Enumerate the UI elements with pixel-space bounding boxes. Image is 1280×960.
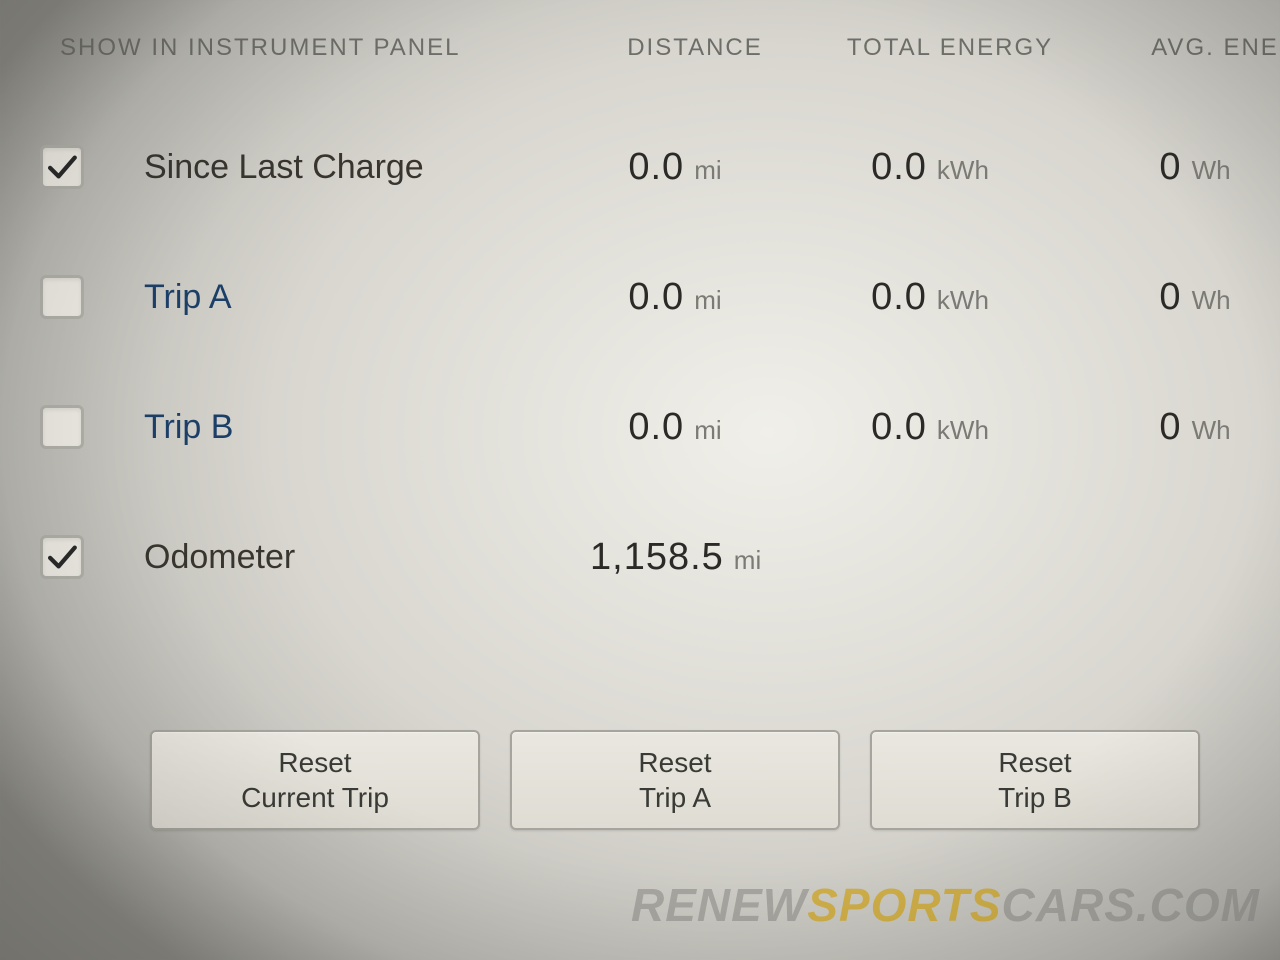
since-energy: 0.0 kWh <box>790 146 1070 189</box>
header-energy: TOTAL ENERGY <box>810 34 1090 62</box>
reset-b-line1: Reset <box>998 747 1071 778</box>
checkbox-trip-a[interactable] <box>40 275 84 319</box>
trip-a-avg: 0 Wh <box>1070 276 1280 319</box>
odometer-distance: 1,158.5 mi <box>560 536 790 579</box>
label-trip-b[interactable]: Trip B <box>120 408 560 447</box>
header-avg: AVG. ENE <box>1090 34 1280 62</box>
since-avg: 0 Wh <box>1070 146 1280 189</box>
reset-current-trip-button[interactable]: Reset Current Trip <box>150 730 480 830</box>
checkmark-icon <box>45 540 79 574</box>
since-avg-value: 0 <box>1159 146 1181 188</box>
watermark-part-1: RENEW <box>631 879 807 931</box>
trip-b-distance-unit: mi <box>694 415 721 445</box>
trip-a-avg-unit: Wh <box>1192 285 1231 315</box>
reset-trip-a-button[interactable]: Reset Trip A <box>510 730 840 830</box>
header-show: SHOW IN INSTRUMENT PANEL <box>60 34 580 62</box>
reset-b-line2: Trip B <box>998 782 1072 813</box>
watermark-part-2: SPORTS <box>807 879 1001 931</box>
checkbox-since-last-charge[interactable] <box>40 145 84 189</box>
reset-trip-b-button[interactable]: Reset Trip B <box>870 730 1200 830</box>
reset-current-line2: Current Trip <box>241 782 389 813</box>
row-trip-b: Trip B 0.0 mi 0.0 kWh 0 Wh <box>0 362 1280 492</box>
since-distance: 0.0 mi <box>560 146 790 189</box>
label-since-last-charge: Since Last Charge <box>120 148 560 187</box>
checkbox-odometer[interactable] <box>40 535 84 579</box>
reset-buttons-row: Reset Current Trip Reset Trip A Reset Tr… <box>150 730 1200 830</box>
odometer-value: 1,158.5 <box>590 536 724 578</box>
watermark: RENEWSPORTSCARS.COM <box>631 878 1260 932</box>
trip-b-avg-value: 0 <box>1159 406 1181 448</box>
checkbox-trip-b[interactable] <box>40 405 84 449</box>
row-trip-a: Trip A 0.0 mi 0.0 kWh 0 Wh <box>0 232 1280 362</box>
trip-panel: SHOW IN INSTRUMENT PANEL DISTANCE TOTAL … <box>0 0 1280 960</box>
since-energy-unit: kWh <box>937 155 989 185</box>
trip-b-energy-value: 0.0 <box>871 406 927 448</box>
since-distance-value: 0.0 <box>628 146 684 188</box>
trip-a-energy-unit: kWh <box>937 285 989 315</box>
reset-a-line2: Trip A <box>639 782 711 813</box>
trip-b-distance-value: 0.0 <box>628 406 684 448</box>
label-odometer: Odometer <box>120 538 560 577</box>
trip-b-avg-unit: Wh <box>1192 415 1231 445</box>
trip-a-avg-value: 0 <box>1159 276 1181 318</box>
trip-b-energy-unit: kWh <box>937 415 989 445</box>
column-headers: SHOW IN INSTRUMENT PANEL DISTANCE TOTAL … <box>0 34 1280 62</box>
trip-a-distance: 0.0 mi <box>560 276 790 319</box>
reset-a-line1: Reset <box>638 747 711 778</box>
watermark-part-3: CARS.COM <box>1002 879 1260 931</box>
row-since-last-charge: Since Last Charge 0.0 mi 0.0 kWh 0 Wh <box>0 102 1280 232</box>
trip-a-distance-value: 0.0 <box>628 276 684 318</box>
label-trip-a[interactable]: Trip A <box>120 278 560 317</box>
trip-a-energy-value: 0.0 <box>871 276 927 318</box>
trip-a-distance-unit: mi <box>694 285 721 315</box>
trip-b-avg: 0 Wh <box>1070 406 1280 449</box>
since-distance-unit: mi <box>694 155 721 185</box>
reset-current-line1: Reset <box>278 747 351 778</box>
trip-a-energy: 0.0 kWh <box>790 276 1070 319</box>
trip-b-energy: 0.0 kWh <box>790 406 1070 449</box>
header-distance: DISTANCE <box>580 34 810 62</box>
trip-b-distance: 0.0 mi <box>560 406 790 449</box>
odometer-unit: mi <box>734 545 761 575</box>
row-odometer: Odometer 1,158.5 mi <box>0 492 1280 622</box>
checkmark-icon <box>45 150 79 184</box>
since-avg-unit: Wh <box>1192 155 1231 185</box>
since-energy-value: 0.0 <box>871 146 927 188</box>
